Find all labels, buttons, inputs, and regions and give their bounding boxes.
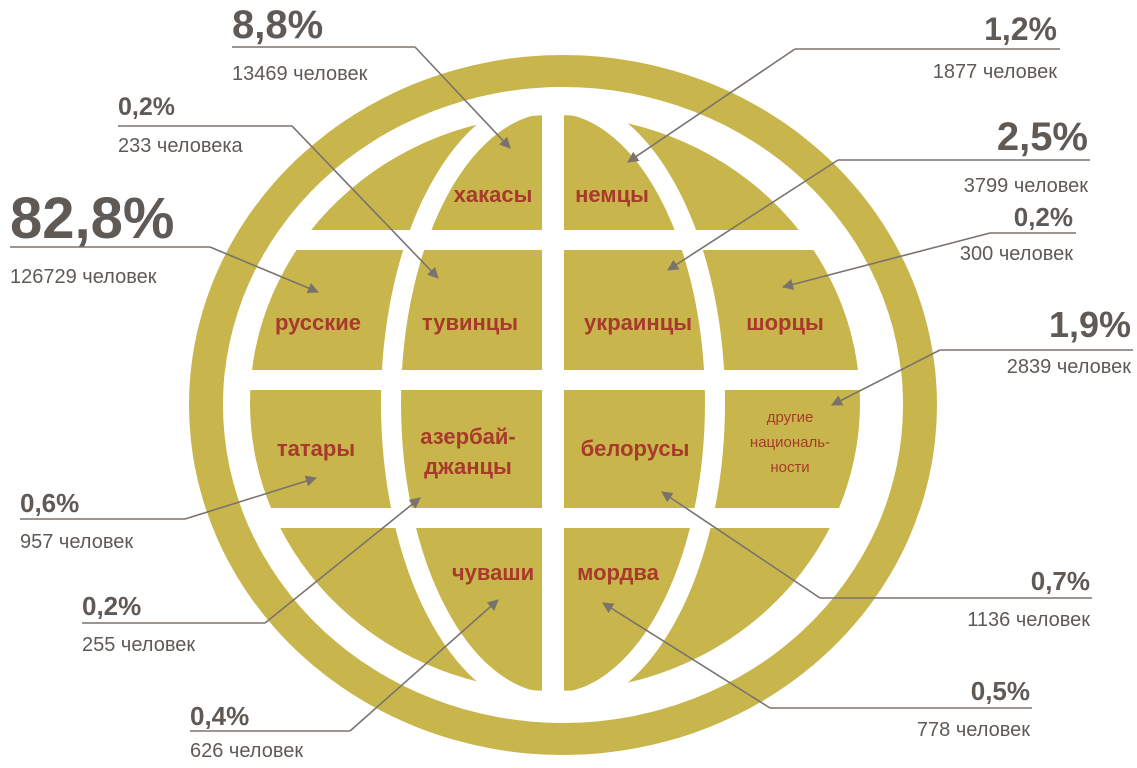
leader-arrow [831,349,941,406]
count: 255 человек [82,634,195,656]
count: 626 человек [190,740,303,762]
group-name: русские [275,310,361,335]
percent: 1,2% [984,11,1057,47]
leader-arrow [349,599,499,732]
leader-arrow [291,125,439,279]
percent: 2,5% [997,115,1088,159]
count: 300 человек [960,243,1073,265]
group-name: мордва [577,560,660,585]
group-name: немцы [575,182,649,207]
percent: 0,5% [971,676,1030,706]
percent: 0,6% [20,488,79,518]
leader-arrow [264,497,421,624]
group-name: шорцы [746,310,824,335]
group-name: азербай- [420,424,516,449]
group-name: белорусы [581,436,690,461]
count: 957 человек [20,531,133,553]
globe-grid [223,87,903,723]
percent: 1,9% [1049,304,1131,345]
group-name: тувинцы [422,310,518,335]
leader-arrow [627,48,796,163]
count: 778 человек [917,719,1030,741]
group-name: украинцы [584,310,692,335]
leader-arrow [184,475,318,520]
count: 13469 человек [232,63,368,85]
group-name: хакасы [454,182,533,207]
group-name: другие [767,409,814,426]
percent: 0,2% [1014,202,1073,232]
count: 3799 человек [964,175,1088,197]
leader-arrow [781,232,991,290]
count: 2839 человек [1007,356,1131,378]
group-name: чуваши [452,560,534,585]
percent: 82,8% [10,186,174,251]
leader-arrow [414,46,511,149]
count: 1877 человек [933,61,1057,83]
count: 126729 человек [10,266,157,288]
group-name: националь- [750,434,830,451]
count: 233 человека [118,135,244,157]
percent: 8,8% [232,3,323,47]
group-name: джанцы [424,454,512,479]
group-name: ности [770,459,809,476]
leader-arrow [667,159,839,271]
leader-arrow [209,246,320,294]
leader-arrow [661,491,821,599]
group-name: татары [277,436,355,461]
leader-arrow [602,602,771,709]
percent: 0,7% [1031,566,1090,596]
count: 1136 человек [967,609,1090,631]
percent: 0,4% [190,701,249,731]
percent: 0,2% [82,591,141,621]
percent: 0,2% [118,93,175,121]
